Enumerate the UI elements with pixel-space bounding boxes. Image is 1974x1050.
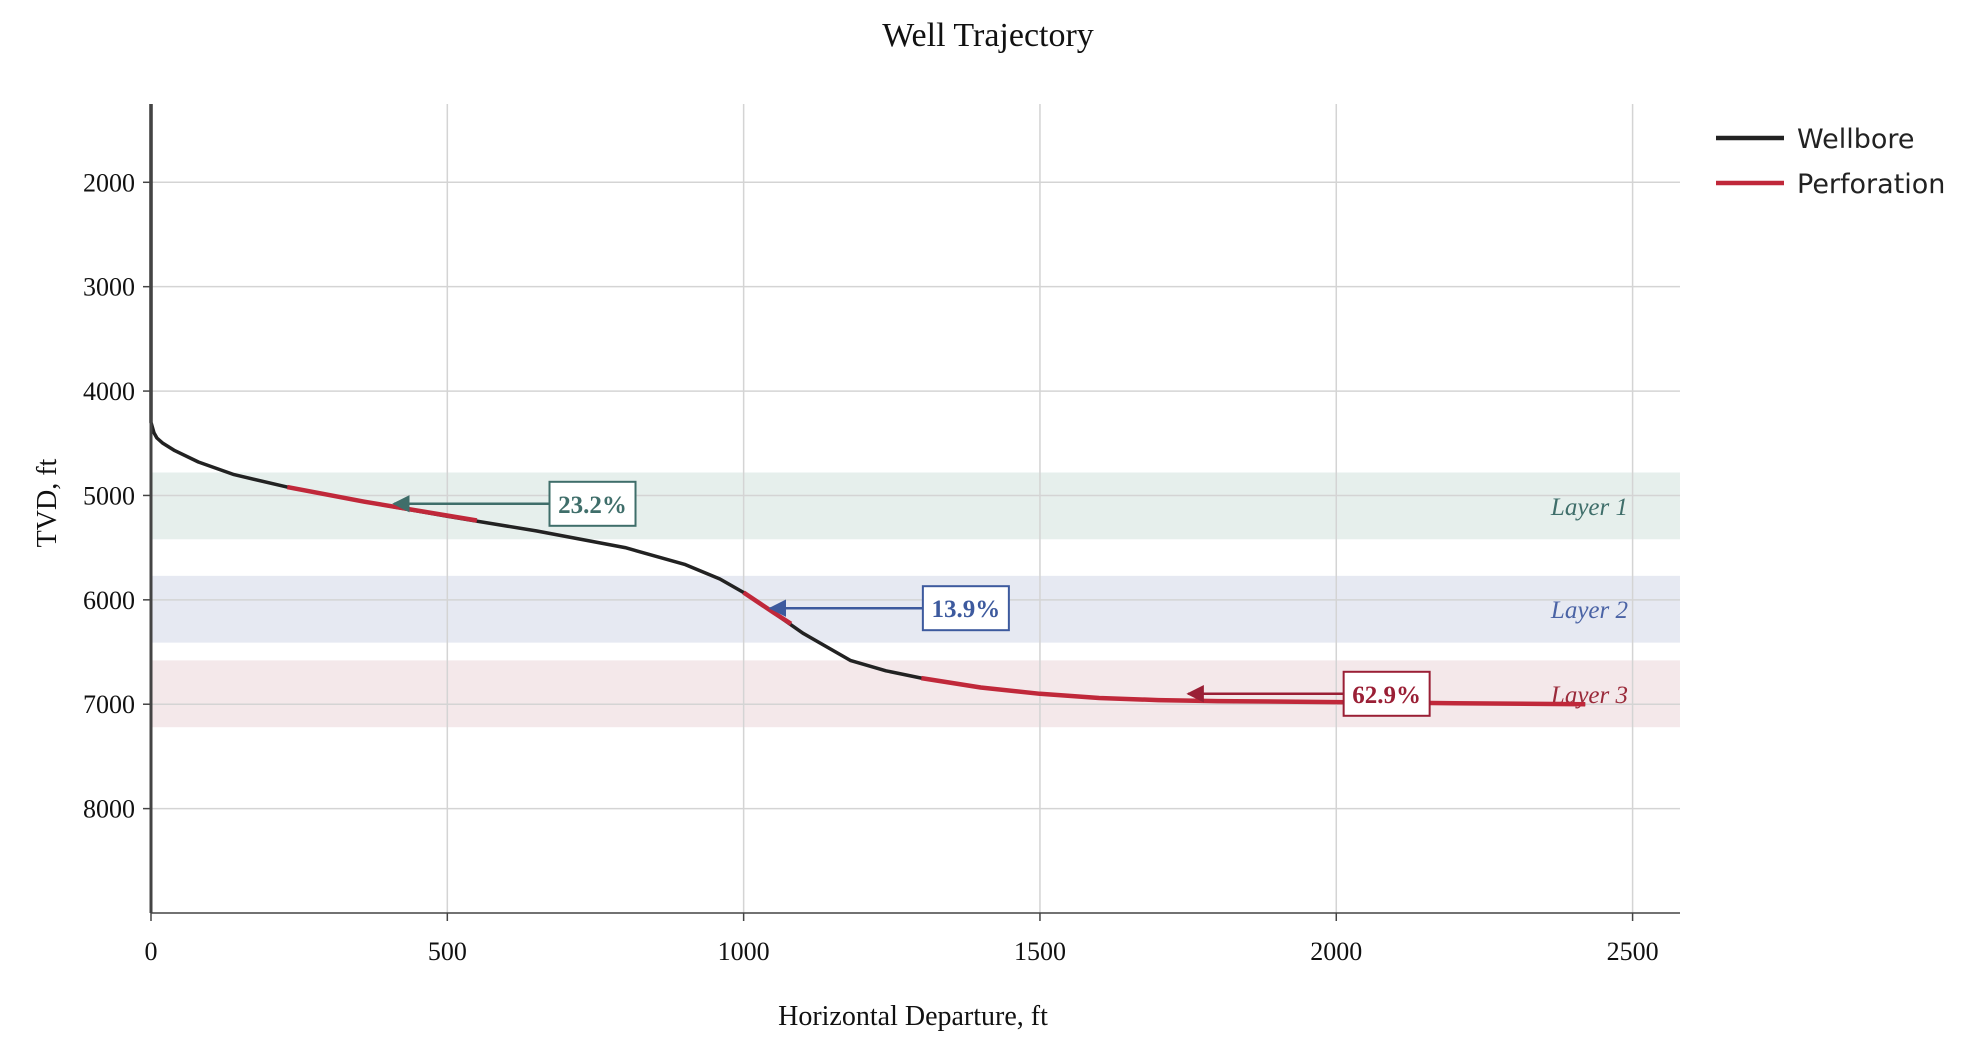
chart-title: Well Trajectory <box>882 17 1094 54</box>
y-axis-label: TVD, ft <box>32 458 63 547</box>
perforation-segment-1 <box>286 484 478 523</box>
y-tick-label: 5000 <box>83 481 135 510</box>
y-tick-label: 3000 <box>83 273 135 302</box>
annotation-box-3 <box>1342 670 1431 717</box>
layer-label-2: Layer 2 <box>1550 597 1628 624</box>
y-tick-label: 7000 <box>83 690 135 719</box>
legend-label-2: Perforation <box>1797 169 1945 200</box>
axes: 0 500 1000 1500 2000 2500 2000 3000 4000 5000 6000… <box>83 104 1680 966</box>
x-tick-label: 2500 <box>1607 937 1659 966</box>
annotation-label-3: 62.9% <box>1352 682 1421 709</box>
grid <box>150 104 1680 913</box>
x-axis-label: Horizontal Departure, ft <box>778 1001 1048 1032</box>
x-tick-label: 500 <box>428 937 467 966</box>
annotations: 23.2% 13.9% 62.9% <box>392 480 1431 717</box>
x-tick-label: 0 <box>145 937 158 966</box>
annotation-label-2: 13.9% <box>931 596 1000 623</box>
y-tick-label: 4000 <box>83 377 135 406</box>
y-tick-label: 6000 <box>83 586 135 615</box>
legend-label-1: Wellbore <box>1797 124 1915 155</box>
layer-label-1: Layer 1 <box>1550 494 1628 521</box>
y-tick-label: 2000 <box>83 168 135 197</box>
annotation-box-2 <box>921 585 1010 632</box>
x-tick-label: 2000 <box>1310 937 1362 966</box>
layer-band-3 <box>151 660 1680 728</box>
x-tick-label: 1500 <box>1014 937 1066 966</box>
legend: Wellbore Perforation <box>1716 124 1945 200</box>
y-tick-label: 8000 <box>83 795 135 824</box>
annotation-label-1: 23.2% <box>558 492 627 519</box>
annotation-box-1 <box>548 480 637 527</box>
x-tick-label: 1000 <box>718 937 770 966</box>
